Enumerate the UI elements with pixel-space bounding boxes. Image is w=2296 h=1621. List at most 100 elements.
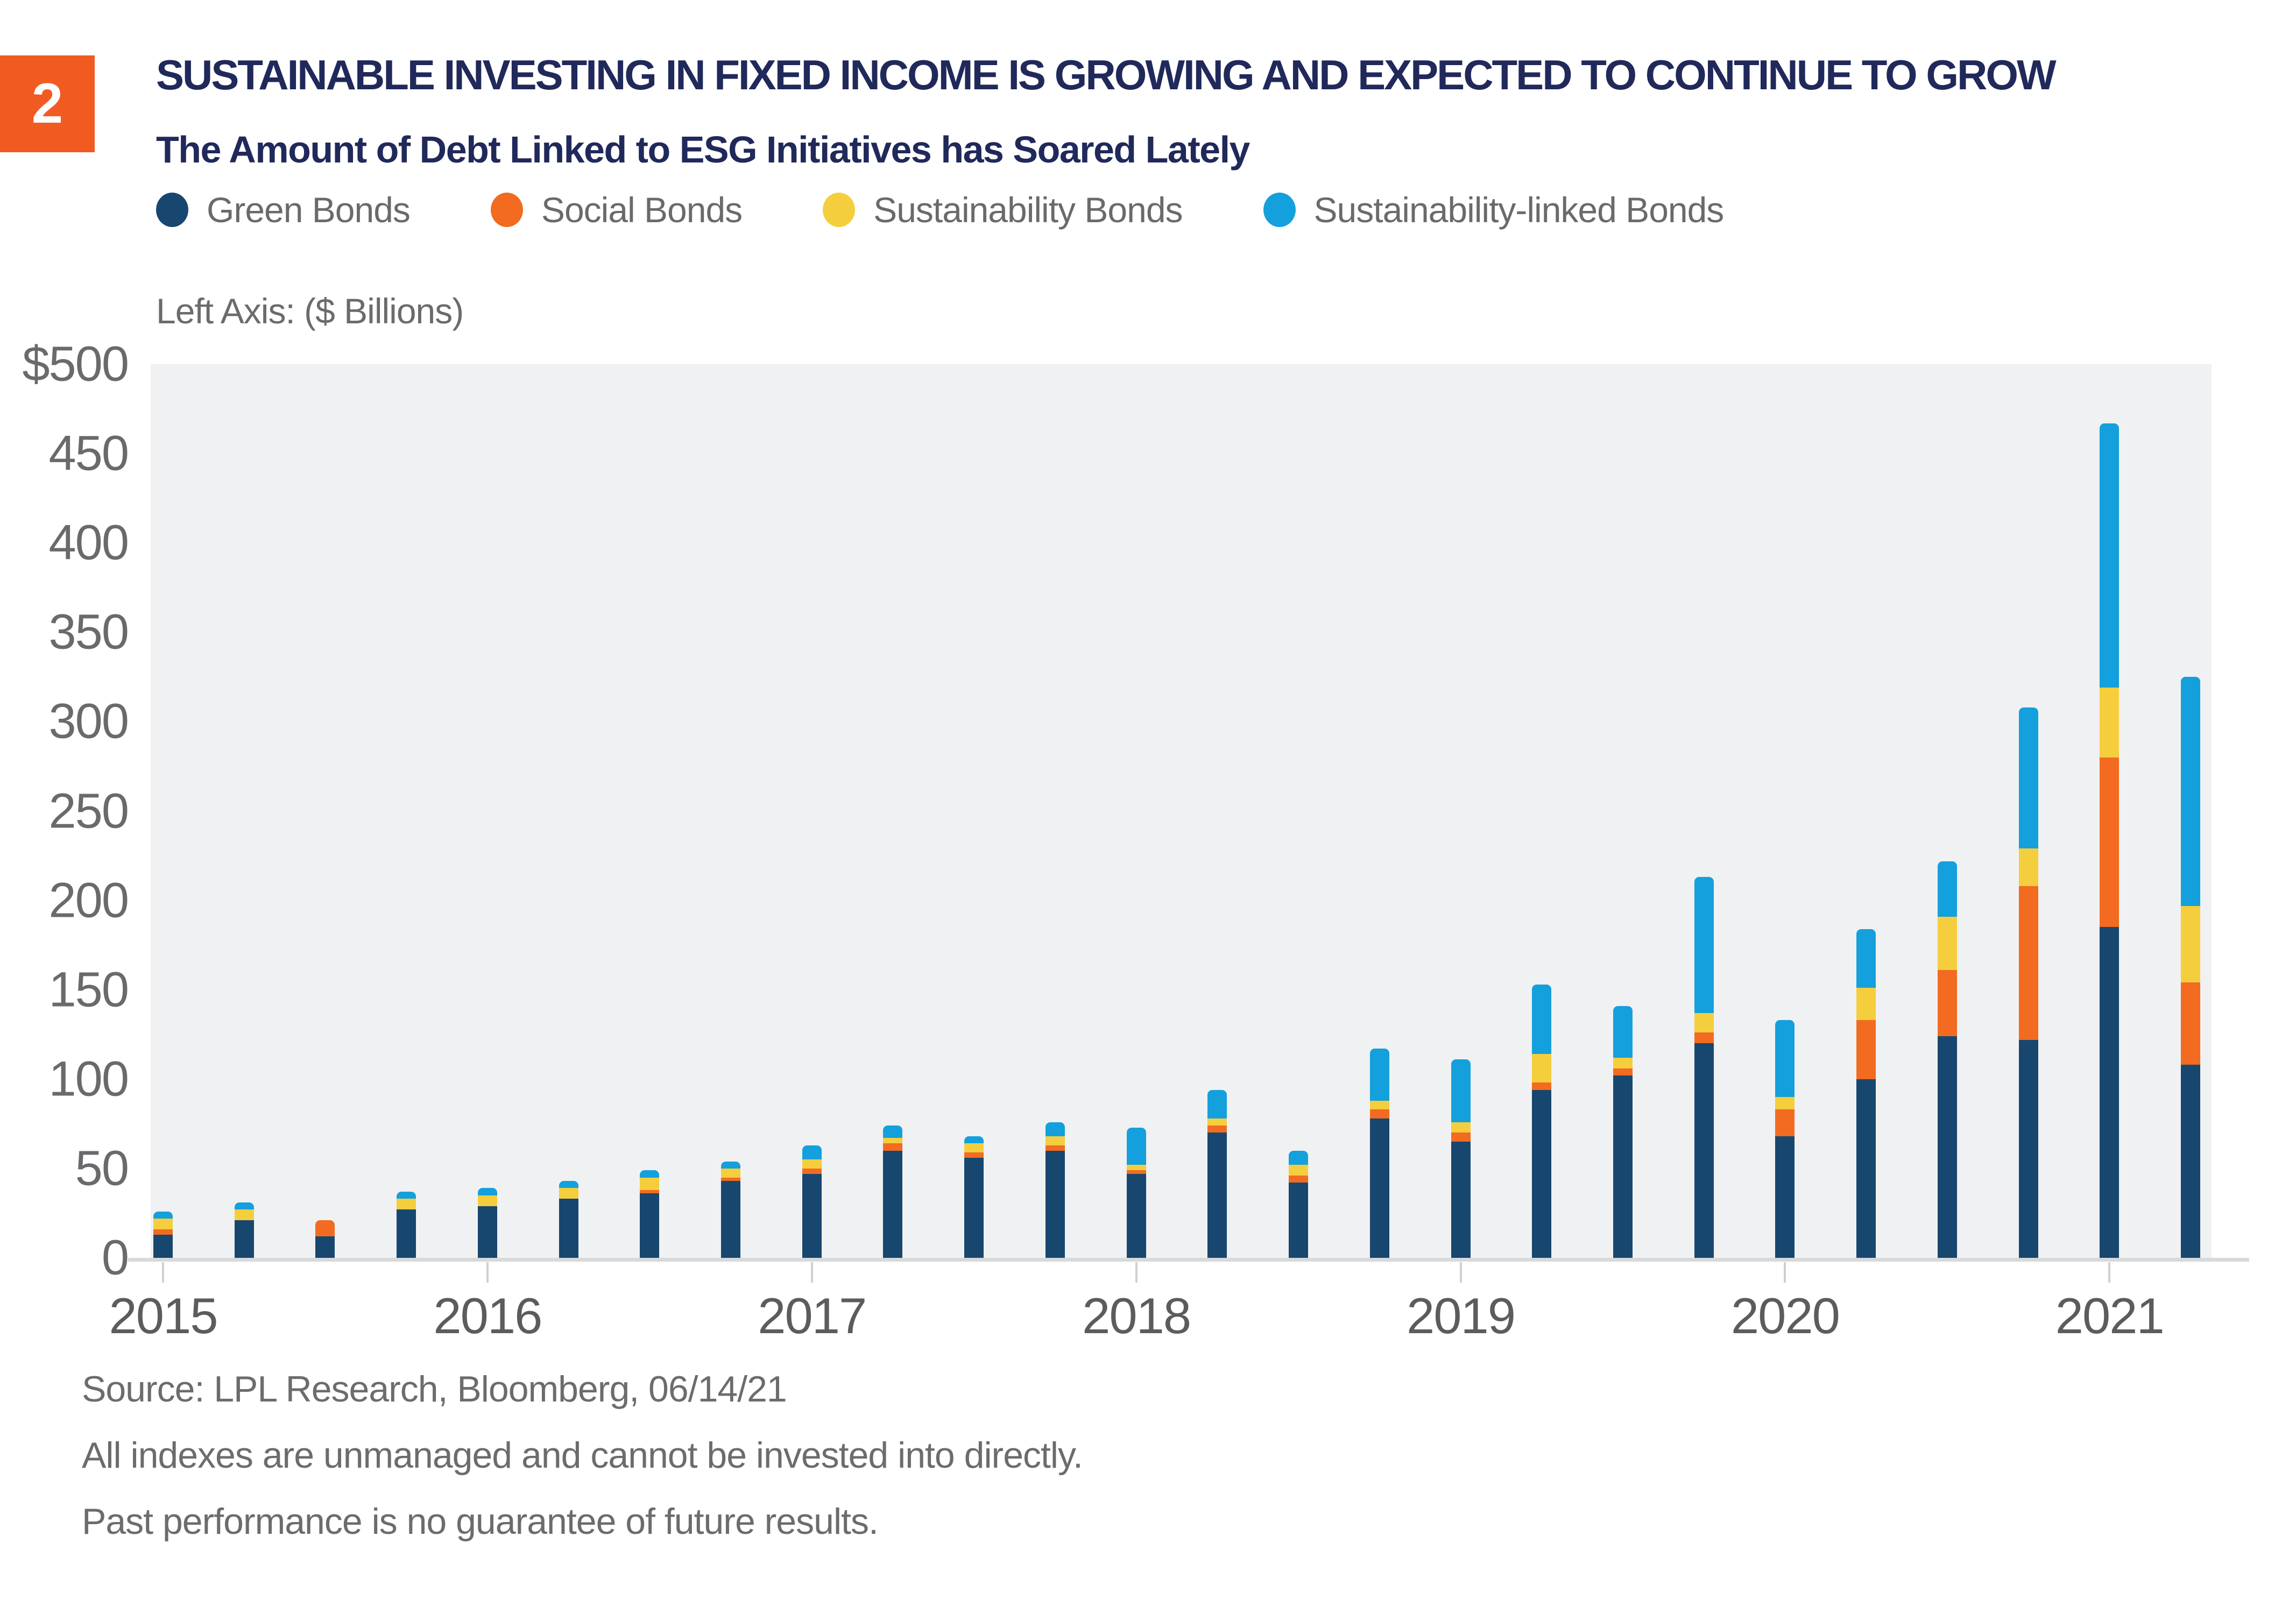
segment-social-bonds: [1775, 1109, 1795, 1137]
segment-sustainability-linked-bonds: [1613, 1006, 1633, 1058]
x-axis-year-label: 2019: [1406, 1287, 1516, 1344]
bar-2021-q1: [2100, 423, 2120, 1258]
disclaimer-line: Past performance is no guarantee of futu…: [82, 1501, 879, 1542]
segment-green-bonds: [2181, 1065, 2200, 1258]
bar-2020-q4: [2018, 707, 2038, 1258]
segment-green-bonds: [1856, 1079, 1876, 1258]
segment-sustainability-linked-bonds: [1289, 1150, 1309, 1165]
x-axis-tick: [1135, 1262, 1138, 1283]
segment-social-bonds: [883, 1143, 903, 1151]
segment-sustainability-linked-bonds: [2181, 677, 2200, 906]
bar-2019-q2: [1532, 984, 1552, 1258]
segment-green-bonds: [640, 1193, 660, 1258]
y-axis-tick-label: 400: [48, 515, 130, 570]
x-axis-year-label: 2016: [433, 1287, 542, 1344]
segment-social-bonds: [802, 1168, 822, 1174]
segment-green-bonds: [2100, 927, 2120, 1258]
bar-2020-q2: [1856, 929, 1876, 1258]
segment-sustainability-linked-bonds: [2018, 707, 2038, 849]
segment-green-bonds: [397, 1209, 416, 1258]
bar-2020-q3: [1937, 861, 1957, 1258]
segment-sustainability-bonds: [964, 1143, 984, 1153]
bar-2016-q3: [640, 1170, 660, 1258]
y-axis-tick-label: 50: [75, 1141, 129, 1196]
left-axis-note: Left Axis: ($ Billions): [156, 291, 464, 331]
bar-2021-q2: [2181, 677, 2200, 1258]
segment-sustainability-linked-bonds: [721, 1161, 741, 1169]
legend-label: Social Bonds: [541, 190, 743, 230]
x-axis-tick: [1459, 1262, 1462, 1283]
segment-green-bonds: [1532, 1089, 1552, 1258]
segment-social-bonds: [1045, 1145, 1065, 1151]
legend-label: Sustainability-linked Bonds: [1313, 190, 1725, 230]
segment-green-bonds: [153, 1234, 173, 1258]
segment-sustainability-bonds: [2018, 848, 2038, 887]
disclaimer-line: All indexes are unmanaged and cannot be …: [82, 1435, 1083, 1476]
segment-social-bonds: [1369, 1109, 1389, 1119]
legend-dot-icon: [823, 193, 856, 227]
segment-sustainability-linked-bonds: [2100, 423, 2120, 688]
segment-social-bonds: [1856, 1020, 1876, 1079]
segment-sustainability-bonds: [1694, 1013, 1714, 1033]
source-line: Source: LPL Research, Bloomberg, 06/14/2…: [82, 1369, 787, 1410]
segment-sustainability-linked-bonds: [1532, 984, 1552, 1054]
segment-sustainability-bonds: [153, 1218, 173, 1229]
segment-social-bonds: [1207, 1126, 1227, 1133]
segment-social-bonds: [1532, 1082, 1552, 1090]
y-axis-tick-label: 200: [48, 873, 130, 928]
segment-sustainability-bonds: [1451, 1122, 1471, 1133]
bar-2015-q4: [397, 1192, 416, 1258]
segment-sustainability-linked-bonds: [1451, 1059, 1471, 1122]
segment-sustainability-bonds: [1369, 1100, 1389, 1110]
segment-social-bonds: [1451, 1132, 1471, 1142]
segment-sustainability-linked-bonds: [1126, 1127, 1146, 1165]
y-axis-tick-label: 250: [48, 783, 130, 838]
segment-sustainability-linked-bonds: [640, 1170, 660, 1178]
segment-green-bonds: [234, 1220, 254, 1258]
segment-social-bonds: [1937, 970, 1957, 1037]
bar-2016-q1: [477, 1188, 497, 1258]
segment-sustainability-linked-bonds: [802, 1145, 822, 1160]
segment-sustainability-bonds: [1856, 988, 1876, 1021]
y-axis-tick-label: 450: [48, 426, 130, 481]
chart-subtitle: The Amount of Debt Linked to ESG Initiat…: [156, 129, 1250, 171]
bar-2019-q1: [1451, 1059, 1471, 1258]
y-axis-tick-label: 350: [48, 604, 130, 660]
x-axis-year-label: 2018: [1082, 1287, 1191, 1344]
segment-sustainability-bonds: [721, 1168, 741, 1178]
segment-sustainability-linked-bonds: [883, 1126, 903, 1138]
figure-number-badge: 2: [0, 55, 95, 152]
bar-2015-q2: [234, 1202, 254, 1258]
segment-green-bonds: [883, 1150, 903, 1258]
segment-green-bonds: [1369, 1118, 1389, 1258]
segment-social-bonds: [721, 1177, 741, 1181]
bar-2019-q3: [1613, 1006, 1633, 1258]
segment-green-bonds: [802, 1173, 822, 1258]
segment-sustainability-linked-bonds: [1694, 877, 1714, 1013]
chart-legend: Green Bonds Social Bonds Sustainability Bo…: [156, 189, 1724, 230]
segment-sustainability-bonds: [1937, 916, 1957, 971]
legend-dot-icon: [1263, 193, 1296, 227]
segment-green-bonds: [477, 1206, 497, 1258]
segment-sustainability-bonds: [1613, 1057, 1633, 1068]
segment-green-bonds: [964, 1157, 984, 1258]
segment-sustainability-bonds: [2100, 688, 2120, 758]
bar-2017-q4: [1045, 1122, 1065, 1258]
x-axis-tick: [2108, 1262, 2111, 1283]
segment-social-bonds: [640, 1190, 660, 1194]
bar-2017-q2: [883, 1126, 903, 1258]
segment-sustainability-bonds: [1207, 1118, 1227, 1126]
y-axis-tick-label: $500: [22, 336, 129, 392]
x-axis-year-label: 2021: [2055, 1287, 2165, 1344]
y-axis-tick-label: 100: [48, 1051, 130, 1107]
legend-label: Green Bonds: [207, 190, 411, 230]
segment-sustainability-linked-bonds: [477, 1188, 497, 1195]
legend-dot-icon: [490, 193, 523, 227]
segment-green-bonds: [1451, 1142, 1471, 1258]
legend-item: Sustainability-linked Bonds: [1263, 189, 1724, 230]
chart-title: SUSTAINABLE INVESTING IN FIXED INCOME IS…: [156, 51, 2057, 98]
segment-sustainability-bonds: [559, 1188, 578, 1199]
segment-sustainability-linked-bonds: [1937, 861, 1957, 917]
segment-green-bonds: [1126, 1173, 1146, 1258]
